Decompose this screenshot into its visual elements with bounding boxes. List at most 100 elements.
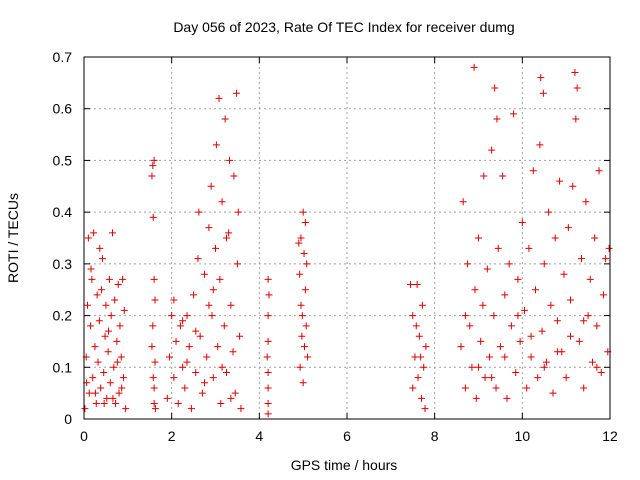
data-point xyxy=(165,353,173,361)
data-point xyxy=(87,322,95,330)
data-point xyxy=(499,172,507,180)
data-point xyxy=(196,332,204,340)
data-point xyxy=(584,312,592,320)
data-point xyxy=(527,332,535,340)
data-point xyxy=(195,208,203,216)
data-point xyxy=(300,250,308,258)
data-point xyxy=(208,312,216,320)
data-point xyxy=(540,363,548,371)
data-point xyxy=(571,69,579,77)
data-point xyxy=(95,317,103,325)
data-point xyxy=(218,198,226,206)
data-point xyxy=(149,322,157,330)
data-point xyxy=(221,115,229,123)
x-tick-label: 4 xyxy=(255,428,263,444)
data-point xyxy=(119,275,127,283)
data-point xyxy=(481,374,489,382)
data-point xyxy=(578,255,586,263)
data-point xyxy=(301,218,309,226)
axis-ticks xyxy=(83,56,611,420)
data-point xyxy=(553,317,561,325)
data-point xyxy=(148,343,156,351)
data-point xyxy=(101,332,109,340)
x-axis-label: GPS time / hours xyxy=(291,457,398,473)
data-point xyxy=(151,296,159,304)
data-point xyxy=(225,229,233,237)
data-point xyxy=(109,394,117,402)
data-point xyxy=(212,141,220,149)
data-point xyxy=(104,348,112,356)
y-tick-labels: 0 0.1 0.2 0.3 0.4 0.5 0.6 0.7 xyxy=(53,49,73,427)
data-point xyxy=(501,353,509,361)
data-point xyxy=(523,384,531,392)
data-point xyxy=(488,374,496,382)
data-point xyxy=(264,275,272,283)
data-point xyxy=(567,332,575,340)
data-point xyxy=(582,198,590,206)
data-point xyxy=(421,405,429,413)
data-point xyxy=(573,84,581,92)
data-point xyxy=(192,327,200,335)
chart-title: Day 056 of 2023, Rate Of TEC Index for r… xyxy=(173,19,514,35)
data-point xyxy=(112,399,120,407)
data-point xyxy=(119,374,127,382)
data-point xyxy=(116,322,124,330)
data-point xyxy=(227,394,235,402)
data-point xyxy=(542,358,550,366)
data-point xyxy=(457,343,465,351)
data-point xyxy=(302,322,310,330)
data-point xyxy=(150,156,158,164)
data-point xyxy=(470,63,478,71)
data-point xyxy=(97,384,105,392)
data-point xyxy=(264,312,272,320)
data-point xyxy=(192,368,200,376)
x-tick-label: 0 xyxy=(80,428,88,444)
data-point xyxy=(414,374,422,382)
data-point xyxy=(412,322,420,330)
y-tick-label: 0 xyxy=(64,411,72,427)
data-point xyxy=(181,384,189,392)
data-point xyxy=(96,244,104,252)
data-point xyxy=(475,363,482,371)
data-point xyxy=(264,368,272,376)
data-point xyxy=(187,405,195,413)
data-point xyxy=(230,172,238,180)
data-point xyxy=(91,343,99,351)
data-point xyxy=(296,270,304,278)
data-point xyxy=(407,281,415,289)
data-point xyxy=(148,172,156,180)
data-point xyxy=(567,296,575,304)
data-point xyxy=(420,363,428,371)
x-tick-label: 6 xyxy=(343,428,351,444)
data-point xyxy=(227,301,235,309)
data-point xyxy=(108,229,116,237)
data-point xyxy=(94,358,102,366)
data-point xyxy=(233,89,241,97)
y-tick-label: 0.3 xyxy=(53,256,73,272)
data-point xyxy=(415,332,423,340)
data-point xyxy=(560,270,568,278)
data-point xyxy=(564,224,572,232)
data-point xyxy=(179,363,187,371)
data-point xyxy=(518,218,526,226)
data-point xyxy=(151,405,159,413)
data-point xyxy=(110,363,118,371)
data-point xyxy=(409,384,417,392)
data-point xyxy=(496,343,504,351)
data-point xyxy=(591,234,599,242)
data-point xyxy=(539,89,547,97)
data-point xyxy=(150,275,158,283)
data-point xyxy=(264,399,272,407)
data-point xyxy=(172,337,180,345)
data-point xyxy=(215,94,223,102)
data-point xyxy=(492,384,500,392)
data-point xyxy=(174,399,182,407)
data-point xyxy=(212,244,219,252)
x-tick-label: 10 xyxy=(515,428,531,444)
data-point xyxy=(572,115,580,123)
data-point xyxy=(295,239,303,247)
data-point xyxy=(107,312,115,320)
data-point xyxy=(537,74,545,82)
data-point xyxy=(264,337,272,345)
data-point xyxy=(100,368,108,376)
